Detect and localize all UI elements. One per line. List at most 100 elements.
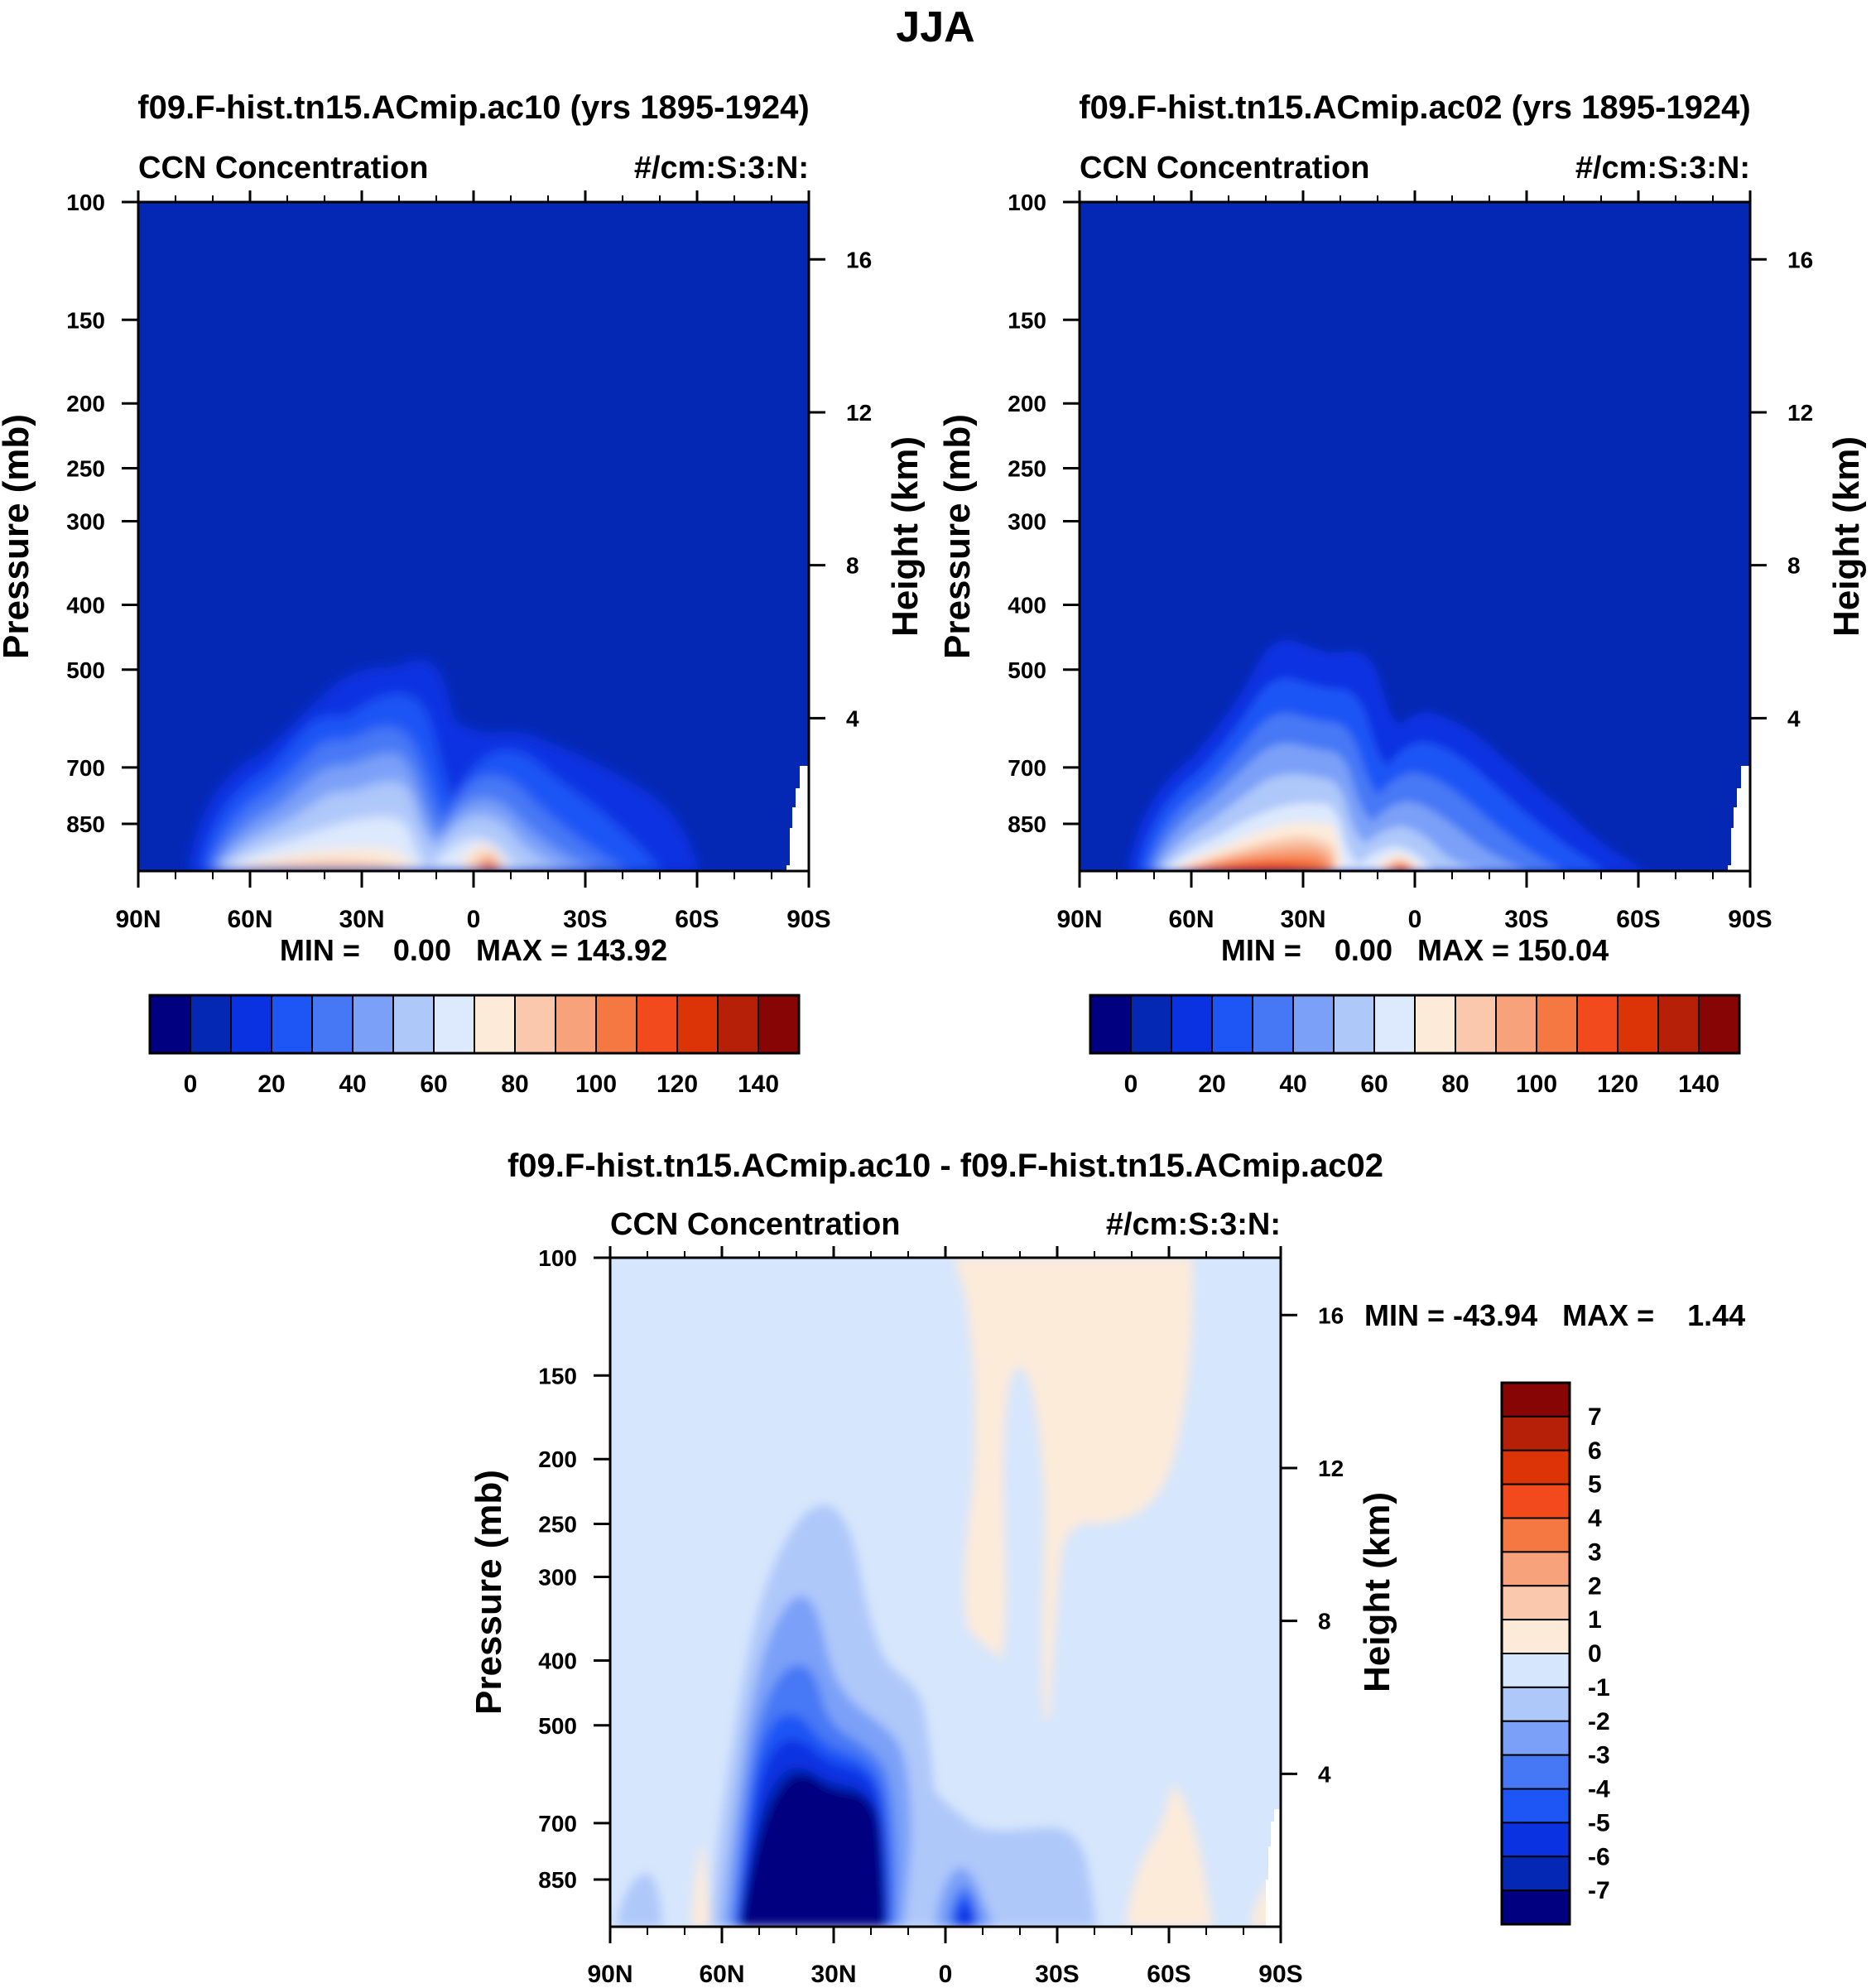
y-tick-label: 850 — [538, 1867, 577, 1893]
y-tick-label: 100 — [66, 190, 105, 215]
y-tick-label: 300 — [538, 1565, 577, 1591]
y-tick-label: 200 — [66, 391, 105, 416]
panel-top-left: f09.F-hist.tn15.ACmip.ac10 (yrs 1895-192… — [0, 89, 926, 1098]
colorbar-swatch — [1501, 1585, 1570, 1621]
colorbar-label: -7 — [1588, 1877, 1610, 1904]
y-tick-label: 100 — [538, 1245, 577, 1271]
x-tick-label: 30S — [1035, 1961, 1079, 1988]
y-tick-label: 850 — [66, 811, 105, 837]
colorbar-swatch — [676, 994, 719, 1054]
panel-difference: f09.F-hist.tn15.ACmip.ac10 - f09.F-hist.… — [469, 1148, 1745, 1988]
colorbar-swatch — [1495, 994, 1537, 1054]
x-tick-label: 60N — [227, 906, 272, 933]
y2-tick-label: 4 — [1318, 1761, 1331, 1787]
y2-tick-label: 16 — [1787, 247, 1813, 272]
colorbar-label: -5 — [1588, 1809, 1610, 1836]
colorbar-label: 0 — [184, 1071, 198, 1098]
contour-field — [610, 1258, 1281, 1927]
colorbar-swatch — [190, 994, 232, 1054]
colorbar-swatch — [514, 994, 556, 1054]
x-tick-label: 30S — [563, 906, 607, 933]
colorbar-frame — [1089, 994, 1741, 1055]
y-tick-label: 300 — [66, 509, 105, 535]
y-tick-label: 200 — [538, 1446, 577, 1472]
y2-axis: 4 8 12 16 — [1750, 247, 1813, 731]
colorbar-swatch — [1501, 1415, 1570, 1451]
units-label: #/cm:S:3:N: — [1575, 151, 1750, 185]
y-tick-label: 250 — [1008, 456, 1046, 482]
colorbar-frame — [1500, 1381, 1571, 1926]
contour-band — [691, 1786, 1279, 1927]
colorbar-swatch — [1501, 1382, 1570, 1418]
y-tick-label: 150 — [66, 307, 105, 333]
colorbar-swatch — [433, 994, 475, 1054]
x-tick-label: 30N — [810, 1961, 856, 1988]
colorbar-swatch — [1501, 1449, 1570, 1485]
contour-band — [954, 1258, 1193, 1722]
contour-band — [740, 1774, 885, 1927]
colorbar-swatch — [1414, 994, 1456, 1054]
colorbar-label: 120 — [1597, 1071, 1638, 1098]
variable-label: CCN Concentration — [138, 151, 428, 185]
contour-band — [617, 1873, 662, 1927]
variable-label: CCN Concentration — [1080, 151, 1369, 185]
y2-tick-label: 8 — [846, 553, 859, 579]
contour-field — [1080, 202, 1750, 871]
colorbar-swatch — [1501, 1754, 1570, 1790]
colorbar-label: 100 — [575, 1071, 617, 1098]
colorbar-swatch — [474, 994, 516, 1054]
y-axis-label: Pressure (mb) — [0, 414, 36, 659]
y-axis-label: Pressure (mb) — [937, 414, 978, 659]
colorbar-swatch — [149, 994, 191, 1054]
colorbar-label: 7 — [1588, 1403, 1602, 1431]
x-tick-label: 60N — [1168, 906, 1214, 933]
colorbar-swatch — [1536, 994, 1578, 1054]
y2-axis-label: Height (km) — [1826, 436, 1867, 637]
x-tick-label: 0 — [467, 906, 481, 933]
colorbar-frame — [148, 994, 801, 1055]
x-tick-label: 90S — [1728, 906, 1772, 933]
x-tick-label: 30N — [1280, 906, 1325, 933]
y-tick-label: 200 — [1008, 391, 1046, 416]
y2-tick-label: 12 — [1318, 1456, 1344, 1481]
y-tick-label: 150 — [538, 1363, 577, 1389]
x-tick-label: 30S — [1504, 906, 1548, 933]
colorbar-label: 60 — [1360, 1071, 1388, 1098]
colorbar-label: 40 — [1279, 1071, 1306, 1098]
y-axis: 100 150 200 250 300 400 500 700 850 — [66, 190, 138, 837]
colorbar-swatch — [758, 994, 800, 1054]
figure-title: JJA — [896, 3, 974, 51]
colorbar-swatch — [1292, 994, 1335, 1054]
x-tick-label: 0 — [939, 1961, 953, 1988]
variable-label: CCN Concentration — [610, 1207, 900, 1242]
y-tick-label: 700 — [1008, 755, 1046, 781]
colorbar-swatch — [1130, 994, 1172, 1054]
colorbar-swatch — [1089, 994, 1132, 1054]
colorbar-swatch — [1211, 994, 1253, 1054]
colorbar-label: 140 — [1678, 1071, 1719, 1098]
colorbar-label: 120 — [657, 1071, 698, 1098]
colorbar-swatch — [1576, 994, 1618, 1054]
colorbar-swatch — [1501, 1889, 1570, 1925]
colorbar-swatch — [1501, 1822, 1570, 1858]
colorbar-swatch — [555, 994, 597, 1054]
y2-tick-label: 8 — [1318, 1609, 1331, 1634]
y-tick-label: 400 — [538, 1648, 577, 1673]
colorbar-swatch — [1252, 994, 1294, 1054]
colorbar-swatch — [1657, 994, 1700, 1054]
missing-data-region — [786, 766, 809, 871]
colorbar-swatch — [1501, 1653, 1570, 1688]
y-tick-label: 700 — [66, 755, 105, 781]
x-tick-label: 60S — [1147, 1961, 1190, 1988]
colorbar-label: -1 — [1588, 1674, 1610, 1702]
colorbar-label: 6 — [1588, 1437, 1602, 1465]
y2-tick-label: 12 — [846, 400, 872, 426]
colorbar-swatch — [392, 994, 435, 1054]
y2-axis-label: Height (km) — [1357, 1492, 1397, 1692]
x-tick-label: 90S — [786, 906, 830, 933]
y-tick-label: 400 — [1008, 592, 1046, 618]
colorbar-label: 20 — [257, 1071, 285, 1098]
colorbar-swatch — [1501, 1856, 1570, 1892]
y-tick-label: 150 — [1008, 307, 1046, 333]
y-axis: 100 150 200 250 300 400 500 700 850 — [1008, 190, 1080, 837]
